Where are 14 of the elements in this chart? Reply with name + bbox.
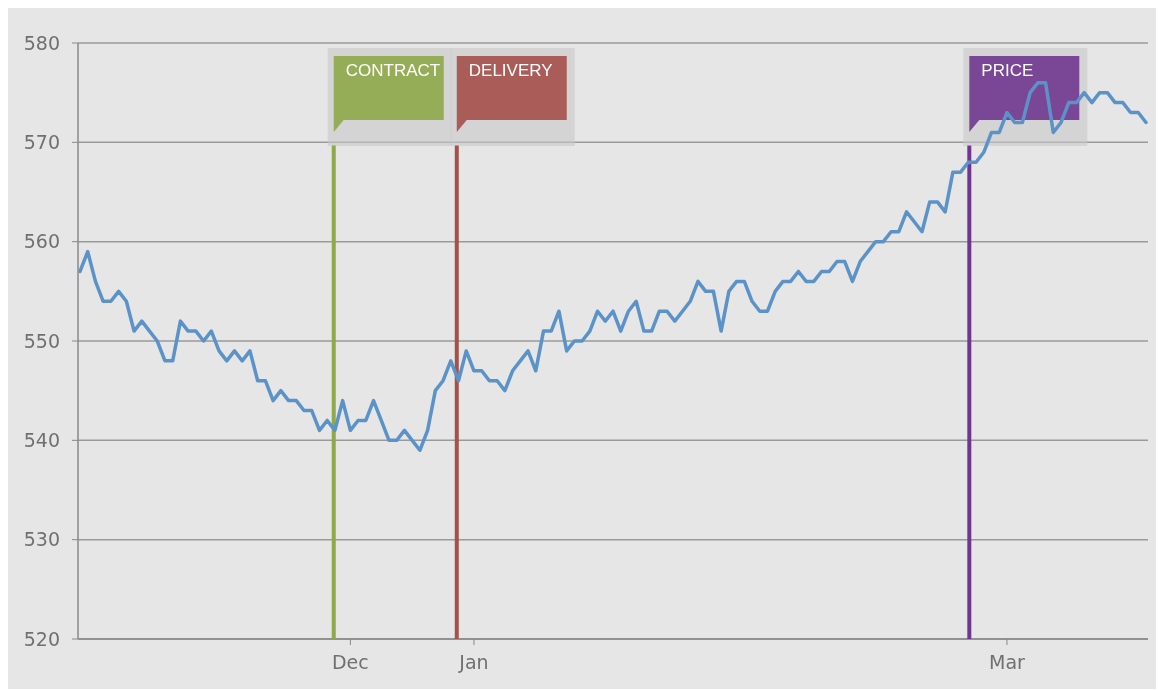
y-tick-label: 570 — [23, 130, 60, 153]
y-tick-label: 560 — [23, 230, 60, 253]
annotation: DELIVERY — [468, 61, 553, 80]
y-tick-label: 540 — [23, 428, 60, 451]
line-series — [78, 80, 1148, 453]
y-tick-label: 550 — [23, 329, 60, 352]
x-tick-label: Dec — [331, 651, 369, 673]
y-tick-label: 580 — [23, 31, 60, 54]
x-tick-label: Mar — [989, 651, 1026, 673]
annotation: PRICE — [981, 61, 1034, 80]
y-tick-label: 530 — [23, 528, 60, 551]
y-tick-label: 520 — [23, 627, 60, 650]
x-tick-label: Jan — [458, 651, 489, 673]
annotation: CONTRACT — [345, 61, 441, 80]
